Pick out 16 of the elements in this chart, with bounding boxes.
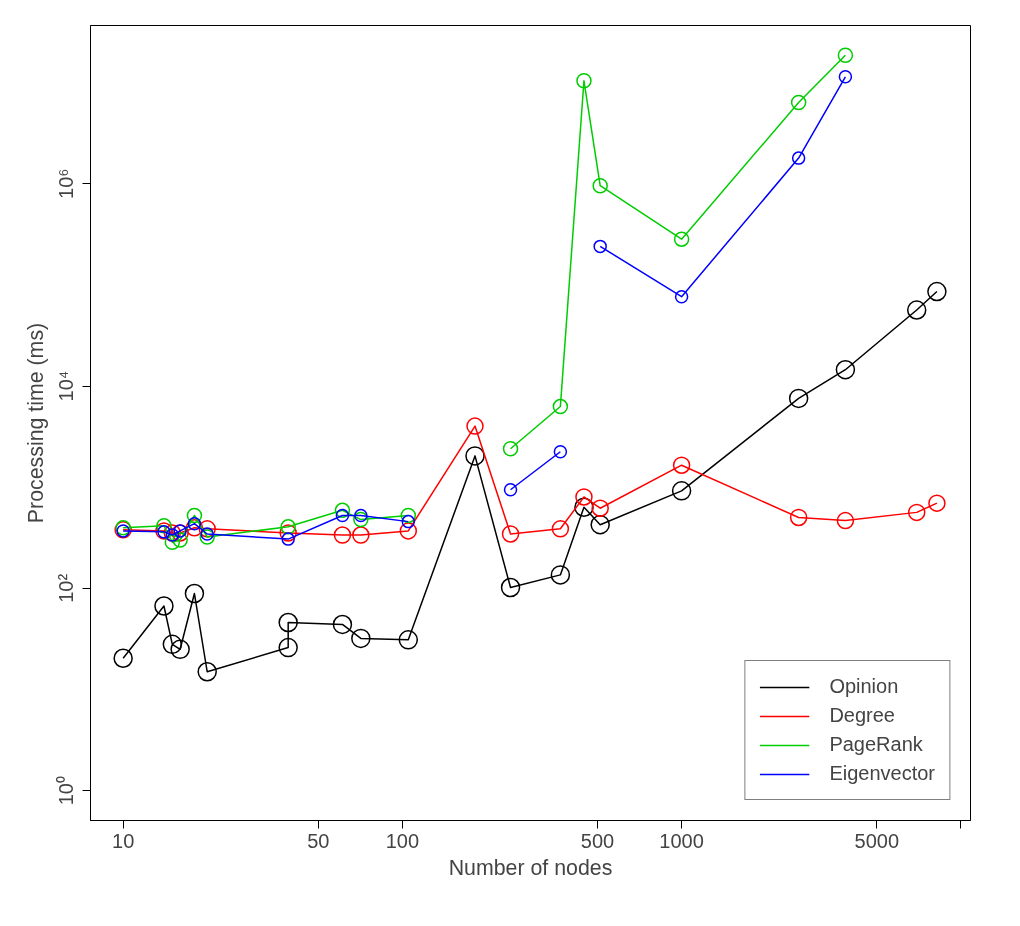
x-tick-label: 100 [385, 829, 420, 852]
legend-label: PageRank [829, 733, 923, 756]
x-tick-label: 1000 [659, 829, 704, 852]
y-axis-title: Processing time (ms) [23, 322, 48, 524]
y-tick-label: 10⁴ [55, 370, 78, 402]
x-tick-label: 10 [112, 829, 135, 852]
legend-label: Opinion [829, 675, 899, 698]
legend-label: Degree [829, 704, 895, 727]
x-tick-label: 5000 [854, 829, 900, 852]
x-axis-title: Number of nodes [448, 855, 613, 880]
y-tick-label: 10² [55, 573, 78, 603]
x-tick-label: 500 [580, 829, 615, 852]
y-tick-label: 10⁶ [55, 168, 78, 199]
legend-label: Eigenvector [829, 762, 935, 785]
y-tick-label: 10⁰ [55, 776, 78, 806]
x-tick-label: 50 [307, 829, 330, 852]
